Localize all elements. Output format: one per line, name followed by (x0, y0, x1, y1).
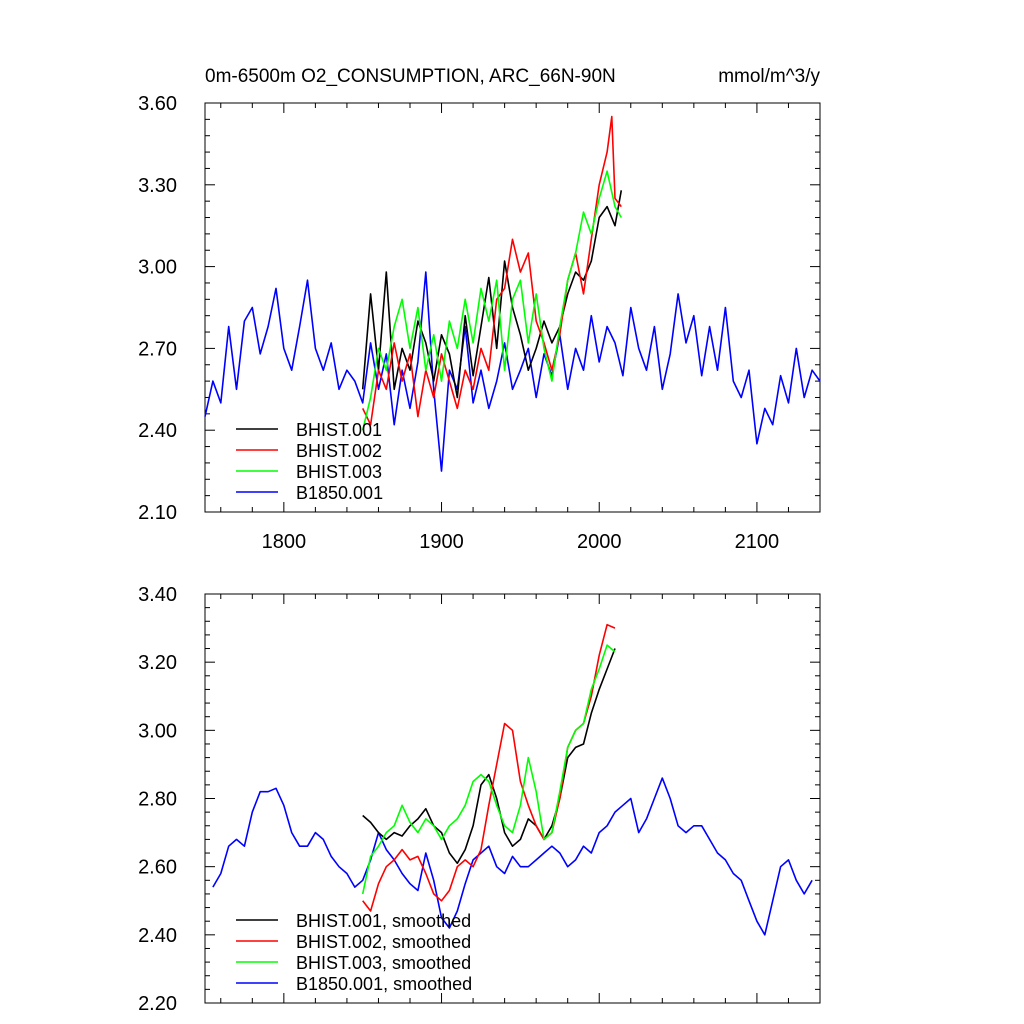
legend-label: BHIST.002, smoothed (296, 932, 471, 952)
y-tick-label: 3.60 (138, 93, 177, 115)
series-line-bhist-003-smoothed (361, 644, 616, 895)
legend-label: BHIST.001 (296, 420, 382, 440)
legend-label: BHIST.003 (296, 462, 382, 482)
legend-label: B1850.001 (296, 483, 383, 503)
chart-title: 0m-6500m O2_CONSUMPTION, ARC_66N-90N (205, 66, 616, 87)
legend-label: B1850.001, smoothed (296, 974, 472, 994)
y-tick-label: 3.00 (138, 257, 177, 279)
bottom-panel: 2.20 2.40 2.60 2.80 3.00 3.20 3.40 BHIST.001, s… (138, 584, 821, 1015)
x-tick-label: 1800 (262, 531, 307, 553)
x-tick-label: 1900 (419, 531, 464, 553)
legend-label: BHIST.001, smoothed (296, 911, 471, 931)
y-tick-label: 3.40 (138, 584, 177, 606)
y-tick-label: 2.40 (138, 420, 177, 442)
y-tick-label: 2.60 (138, 857, 177, 879)
x-tick-label: 2100 (735, 531, 780, 553)
x-tick-label: 2000 (577, 531, 622, 553)
chart-units: mmol/m^3/y (718, 66, 820, 87)
y-tick-label: 3.30 (138, 175, 177, 197)
y-tick-label: 2.80 (138, 789, 177, 811)
series-line-bhist-003 (361, 170, 622, 431)
y-tick-label: 2.40 (138, 925, 177, 947)
series-line-bhist-002 (361, 115, 622, 426)
legend-label: BHIST.002 (296, 441, 382, 461)
y-tick-label: 3.00 (138, 720, 177, 742)
series-line-b1850-001 (204, 271, 821, 472)
y-tick-label: 3.20 (138, 652, 177, 674)
plot-frame (204, 102, 821, 513)
y-tick-label: 2.20 (138, 993, 177, 1015)
y-tick-label: 2.70 (138, 338, 177, 360)
legend-label: BHIST.003, smoothed (296, 953, 471, 973)
series-line-b1850-001-smoothed (212, 777, 813, 936)
y-tick-label: 2.10 (138, 502, 177, 524)
top-panel: 2.10 2.40 2.70 3.00 3.30 3.60 1800 1900 2000 2100… (138, 93, 821, 553)
series-line-bhist-002-smoothed (362, 623, 616, 912)
series-line-bhist-001-smoothed (362, 648, 616, 865)
